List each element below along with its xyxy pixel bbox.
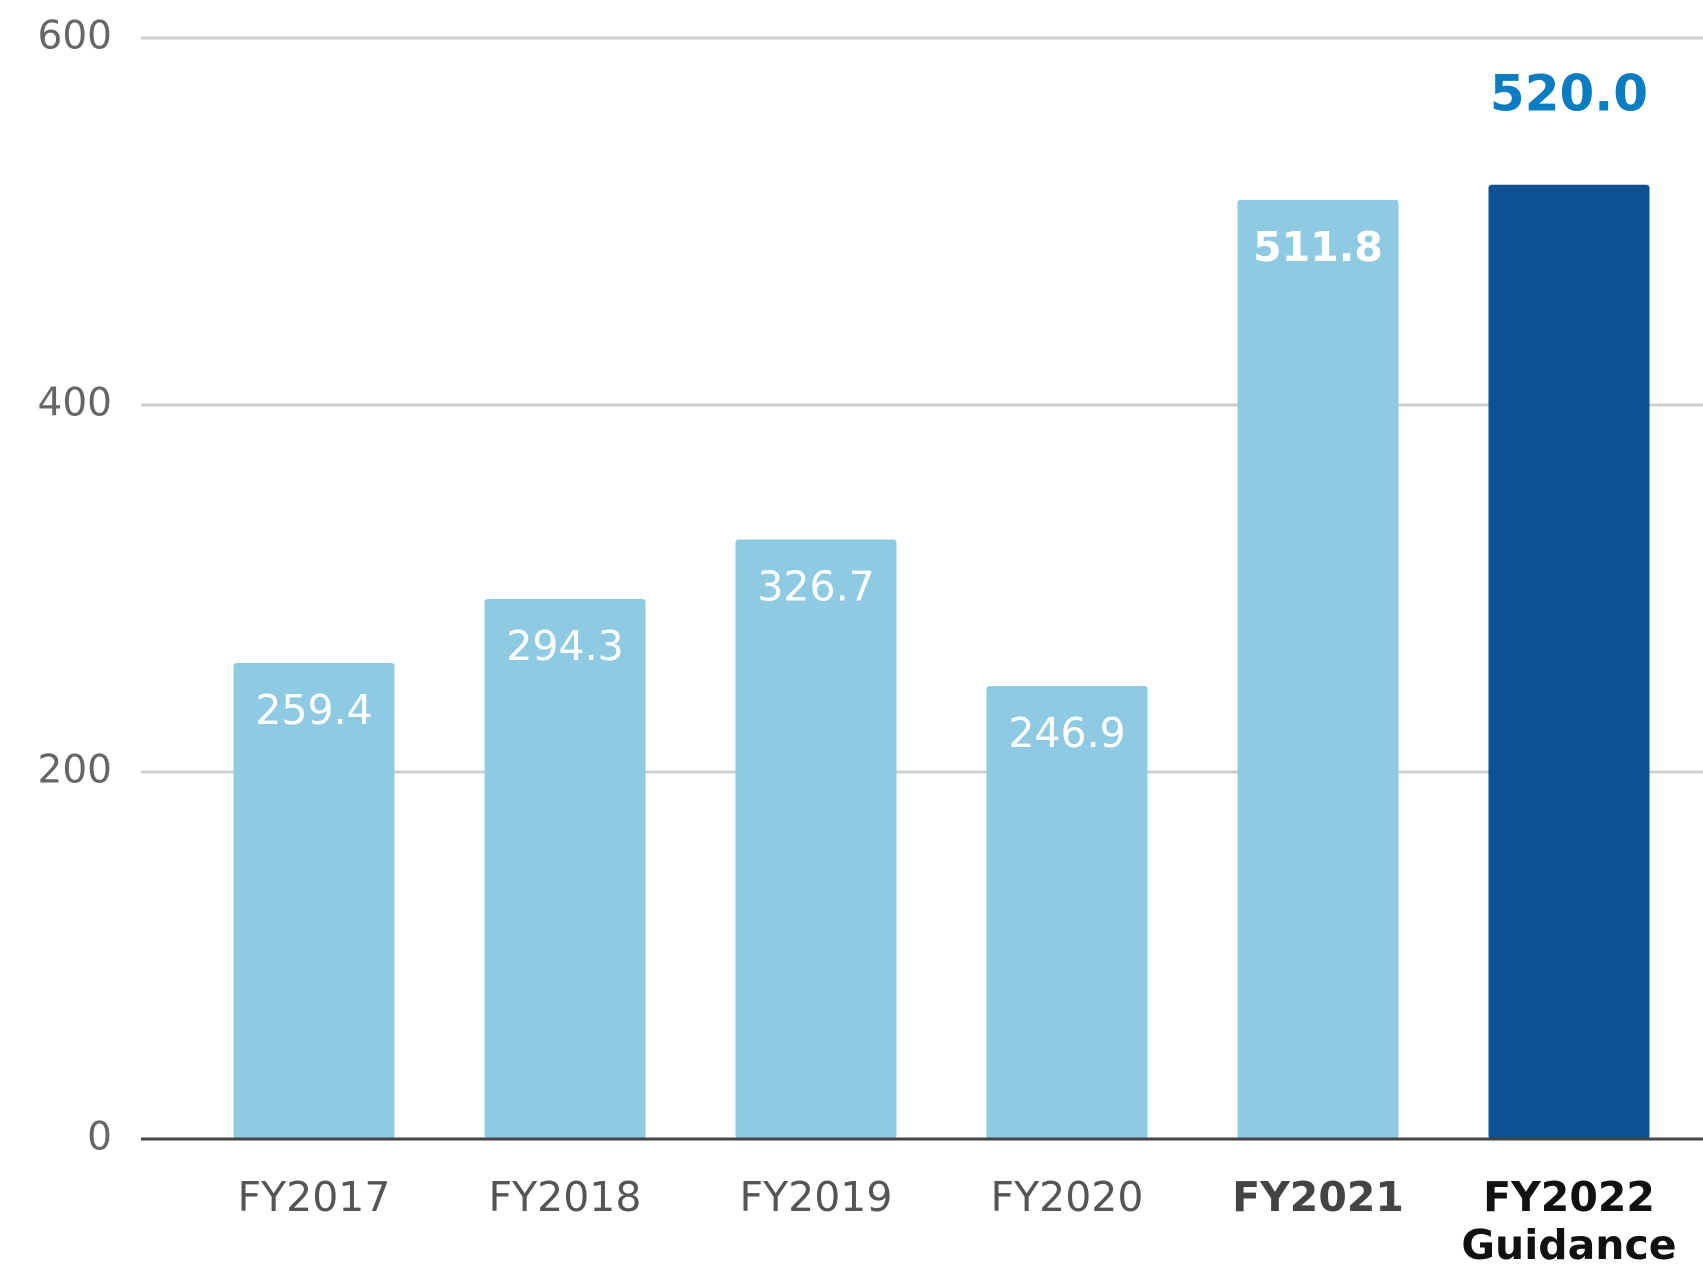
- bar: [484, 598, 646, 1139]
- y-tick-label: 600: [38, 14, 112, 59]
- x-tick-label: FY2019: [740, 1173, 893, 1221]
- bar: [986, 685, 1148, 1139]
- value-label: 520.0: [1490, 64, 1648, 122]
- bar: [233, 663, 395, 1139]
- y-tick-label: 200: [38, 748, 112, 793]
- value-label: 326.7: [757, 563, 874, 611]
- x-tick-label: FY2018: [489, 1173, 642, 1221]
- value-label: 294.3: [506, 622, 623, 670]
- value-label: 246.9: [1008, 709, 1125, 757]
- x-tick-label: FY2017: [238, 1173, 391, 1221]
- x-tick-label: FY2021: [1232, 1173, 1404, 1221]
- y-tick-label: 0: [87, 1115, 112, 1160]
- x-tick-label: FY2022 Guidance: [1461, 1173, 1676, 1269]
- value-label: 259.4: [255, 686, 372, 734]
- bar: [735, 539, 897, 1139]
- bar: [1237, 199, 1399, 1140]
- y-tick-label: 400: [38, 381, 112, 426]
- x-tick-label: FY2020: [991, 1173, 1144, 1221]
- bar: [1488, 184, 1650, 1140]
- value-label: 511.8: [1253, 223, 1383, 271]
